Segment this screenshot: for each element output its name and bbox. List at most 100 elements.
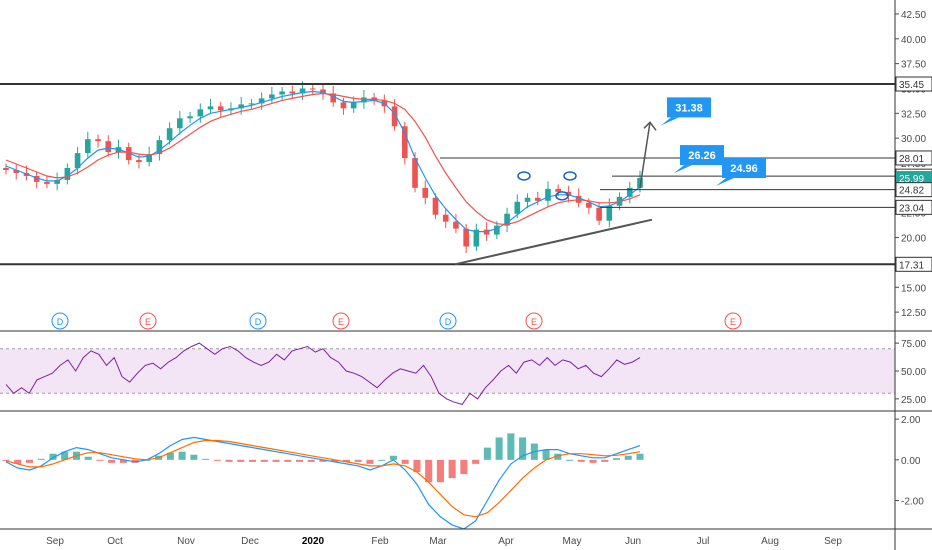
macd-histogram-bar: [624, 455, 632, 460]
candle-body: [626, 187, 633, 197]
event-marker-letter: D: [445, 317, 452, 327]
macd-histogram-bar: [378, 459, 386, 461]
callout-pointer: [661, 117, 679, 126]
pattern-marker-oval: [517, 171, 531, 181]
earnings-marker[interactable]: [332, 312, 350, 330]
event-marker-letter: D: [57, 317, 64, 327]
level-price-tag: [895, 182, 932, 198]
macd-histogram-bar: [601, 459, 609, 462]
macd-histogram-bar: [284, 459, 292, 462]
level-price-label: 17.31: [899, 260, 924, 271]
candle-body: [586, 202, 592, 208]
target-arrow: [639, 122, 651, 188]
level-price-label: 23.04: [899, 203, 924, 214]
macd-histogram-bar: [366, 459, 374, 464]
time-tick-label: Dec: [241, 536, 259, 547]
macd-histogram-bar: [413, 459, 421, 473]
candle-body: [565, 191, 572, 196]
price-tick-label: 30.00: [901, 134, 926, 145]
macd-histogram-bar: [319, 459, 327, 462]
candle-body: [289, 91, 296, 94]
rsi-band: [0, 348, 895, 394]
drawings-layer: 31.38 26.26 24.96: [454, 97, 766, 266]
macd-histogram-bar: [190, 454, 198, 460]
candle-body: [207, 106, 214, 110]
macd-histogram-bar: [295, 459, 304, 462]
callout-label: 26.26: [688, 150, 716, 162]
level-price-tag: [895, 150, 932, 166]
candle-body: [401, 126, 408, 159]
macd-histogram-bar: [612, 458, 621, 460]
candle-body: [350, 102, 357, 109]
candle-body: [74, 153, 81, 168]
macd-histogram-bar: [401, 459, 409, 464]
callout-box: [722, 158, 766, 178]
macd-histogram-bar: [389, 455, 397, 460]
earnings-marker[interactable]: [139, 312, 157, 330]
macd-histogram-bar: [237, 459, 245, 462]
macd-histogram-bar: [178, 451, 186, 460]
macd-histogram-bar: [425, 459, 433, 483]
macd-histogram-bar: [307, 459, 315, 462]
time-tick-label: Jul: [697, 536, 710, 547]
macd-histogram-bar: [108, 459, 116, 463]
macd-histogram-bar: [331, 459, 339, 462]
dividend-marker[interactable]: [51, 312, 69, 330]
dividend-marker[interactable]: [249, 312, 267, 330]
callout-box: [680, 145, 724, 166]
candle-body: [64, 168, 71, 180]
candle-body: [269, 94, 275, 99]
macd-histogram-bar: [342, 459, 351, 462]
candle-body: [238, 104, 245, 109]
macd-histogram-bar: [61, 451, 69, 460]
time-tick-label: Nov: [177, 536, 195, 547]
pattern-marker-oval: [563, 171, 577, 181]
dividend-marker[interactable]: [439, 312, 457, 330]
candle-body: [504, 213, 510, 226]
macd-line: [5, 436, 641, 530]
macd-signal-line: [5, 439, 641, 518]
candle-body: [534, 197, 541, 201]
candle-body: [197, 109, 204, 117]
event-marker-letter: E: [145, 317, 151, 327]
macd-histogram-bar: [25, 459, 34, 463]
macd-histogram-bar: [354, 459, 362, 462]
macd-histogram-bar: [37, 458, 45, 460]
candle-body: [84, 139, 91, 154]
time-tick-label: Jun: [625, 536, 641, 547]
candle-body: [596, 207, 602, 221]
callout-pointer: [716, 178, 734, 186]
earnings-marker[interactable]: [525, 312, 543, 330]
rsi-tick-label: 75.00: [901, 339, 926, 350]
macd-histogram-bar: [448, 459, 456, 479]
candle-body: [217, 106, 224, 111]
callout-pointer: [674, 165, 692, 174]
earnings-marker[interactable]: [724, 312, 742, 330]
price-tick-label: 42.50: [901, 10, 926, 21]
macd-histogram-bar: [507, 433, 515, 460]
macd-histogram-bar: [225, 459, 233, 462]
macd-histogram-bar: [119, 459, 127, 463]
time-axis: Sep Oct Nov Dec 2020 Feb Mar Apr May Jun Jul Aug Sep: [46, 536, 842, 547]
rsi-line: [5, 342, 641, 405]
candle-body: [279, 91, 285, 95]
candle-body: [545, 188, 551, 201]
macd-histogram-bar: [14, 459, 22, 464]
macd-histogram-bar: [49, 453, 57, 460]
rsi-pane: [0, 342, 895, 405]
macd-histogram-bar: [460, 459, 468, 475]
price-tick-label: 12.50: [901, 308, 926, 319]
time-tick-label: Mar: [429, 536, 447, 547]
macd-histogram-bar: [213, 459, 221, 461]
time-tick-label: Aug: [761, 536, 779, 547]
candle-body: [258, 98, 265, 104]
macd-histogram-bar: [495, 437, 503, 460]
macd-histogram-bar: [636, 453, 644, 460]
time-tick-label: Apr: [498, 536, 514, 547]
candle-body: [3, 168, 9, 170]
event-marker-letter: E: [531, 317, 537, 327]
horizontal-levels-layer: [0, 83, 895, 266]
